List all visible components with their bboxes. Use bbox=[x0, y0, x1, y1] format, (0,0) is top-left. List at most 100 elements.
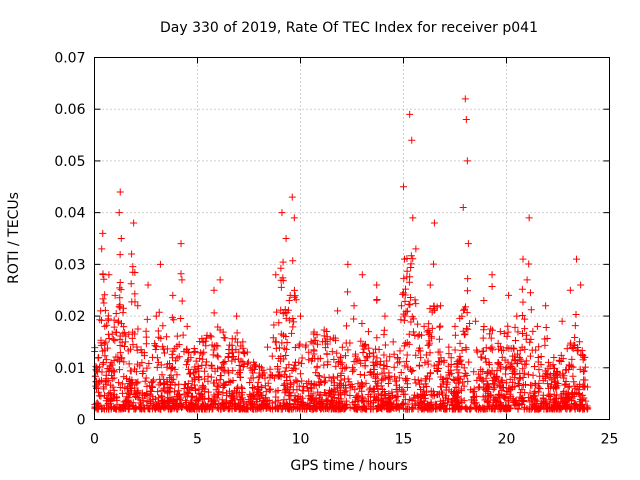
data-point bbox=[133, 360, 141, 368]
data-point bbox=[350, 302, 358, 310]
data-point bbox=[421, 359, 429, 367]
data-point bbox=[166, 385, 174, 393]
data-point bbox=[301, 343, 309, 351]
data-point bbox=[111, 368, 119, 376]
data-point bbox=[328, 348, 336, 356]
data-point bbox=[407, 252, 415, 260]
data-point bbox=[520, 397, 528, 405]
data-point bbox=[571, 400, 579, 408]
data-point bbox=[426, 402, 434, 410]
data-point bbox=[372, 393, 380, 401]
data-point bbox=[332, 362, 340, 370]
data-point bbox=[542, 302, 550, 310]
y-tick-label: 0.01 bbox=[54, 361, 85, 377]
data-point bbox=[272, 393, 280, 401]
data-point bbox=[506, 375, 514, 383]
data-point bbox=[277, 283, 285, 291]
data-point bbox=[185, 386, 193, 394]
data-point bbox=[434, 348, 442, 356]
data-point bbox=[403, 383, 411, 391]
x-axis-label: GPS time / hours bbox=[290, 458, 407, 474]
data-point bbox=[255, 373, 263, 381]
data-point bbox=[256, 389, 264, 397]
data-point bbox=[336, 380, 344, 388]
data-point bbox=[545, 400, 553, 408]
data-point bbox=[99, 295, 107, 303]
data-point bbox=[101, 291, 109, 299]
data-point bbox=[253, 405, 261, 413]
data-point bbox=[321, 377, 329, 385]
data-point bbox=[94, 368, 102, 376]
data-point bbox=[274, 371, 282, 379]
data-point bbox=[95, 353, 103, 361]
data-point bbox=[290, 318, 298, 326]
data-point bbox=[116, 341, 124, 349]
data-point bbox=[498, 353, 506, 361]
data-point bbox=[346, 384, 354, 392]
data-point bbox=[284, 402, 292, 410]
data-point bbox=[565, 366, 573, 374]
data-point bbox=[385, 390, 393, 398]
data-point bbox=[403, 357, 411, 365]
data-point bbox=[183, 322, 191, 330]
data-point bbox=[580, 367, 588, 375]
data-point bbox=[198, 335, 206, 343]
data-point bbox=[297, 312, 304, 320]
data-point bbox=[108, 375, 116, 383]
data-point bbox=[280, 355, 288, 363]
data-point bbox=[535, 366, 543, 374]
x-tick-label: 10 bbox=[292, 432, 310, 448]
data-point bbox=[187, 384, 195, 392]
data-point bbox=[112, 328, 120, 336]
data-point bbox=[321, 405, 329, 413]
data-point bbox=[132, 389, 140, 397]
data-point bbox=[278, 209, 286, 217]
data-point bbox=[160, 379, 168, 387]
data-point bbox=[530, 392, 538, 400]
data-point bbox=[397, 368, 405, 376]
data-point bbox=[115, 317, 123, 325]
data-point bbox=[461, 330, 469, 338]
data-point bbox=[480, 297, 488, 305]
data-points bbox=[91, 95, 592, 413]
data-point bbox=[287, 380, 295, 388]
data-point bbox=[497, 399, 505, 407]
data-point bbox=[583, 405, 591, 413]
data-point bbox=[169, 347, 177, 355]
data-point bbox=[103, 401, 111, 409]
data-point bbox=[310, 347, 318, 355]
data-point bbox=[390, 350, 398, 358]
data-point bbox=[191, 347, 199, 355]
data-point bbox=[194, 397, 202, 405]
data-point bbox=[426, 339, 434, 347]
data-point bbox=[354, 380, 362, 388]
data-point bbox=[97, 307, 105, 315]
data-point bbox=[131, 290, 139, 298]
data-point bbox=[528, 346, 536, 354]
data-point bbox=[428, 324, 436, 332]
data-point bbox=[308, 357, 316, 365]
y-axis-label: ROTI / TECUs bbox=[6, 192, 22, 284]
data-point bbox=[94, 403, 102, 411]
data-point bbox=[531, 387, 539, 395]
data-point bbox=[552, 400, 560, 408]
data-point bbox=[391, 373, 399, 381]
data-point bbox=[199, 355, 207, 363]
data-point bbox=[558, 398, 566, 406]
data-point bbox=[535, 343, 543, 351]
data-point bbox=[543, 369, 551, 377]
data-point bbox=[108, 371, 116, 379]
x-tick-label: 5 bbox=[193, 432, 202, 448]
data-point bbox=[198, 350, 206, 358]
data-point bbox=[275, 354, 283, 362]
data-point bbox=[525, 214, 533, 222]
data-point bbox=[216, 376, 224, 384]
data-point bbox=[479, 368, 487, 376]
data-point bbox=[496, 343, 504, 351]
data-point bbox=[460, 364, 468, 372]
data-point bbox=[100, 275, 108, 283]
data-point bbox=[254, 378, 262, 386]
data-point bbox=[376, 403, 384, 411]
data-point bbox=[526, 352, 534, 360]
grid bbox=[94, 57, 610, 420]
